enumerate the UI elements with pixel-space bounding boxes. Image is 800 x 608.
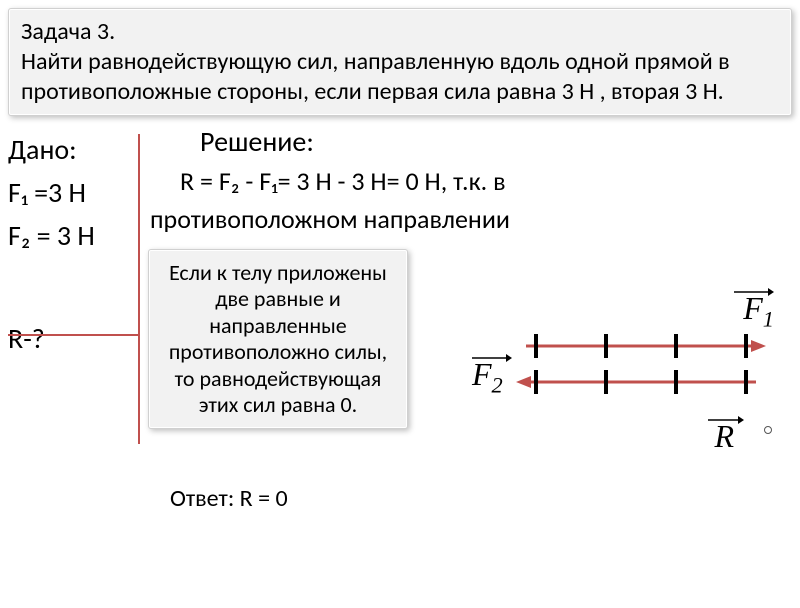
f1-vector-icon [516, 326, 766, 366]
content-area: Дано: F₁ =3 Н F₂ = 3 Н R-? Решение: R = … [0, 124, 800, 132]
problem-title: Задача 3. [21, 17, 779, 47]
f2-label: F2 [472, 356, 503, 398]
problem-text: Найти равнодействующую сил, направленную… [21, 47, 779, 107]
r-label: R [714, 418, 734, 455]
solution-block: Решение: R = F₂ - F₁= 3 Н - 3 Н= 0 Н, т.… [150, 124, 790, 235]
solution-eq-line1: R = F₂ - F₁= 3 Н - 3 Н= 0 Н, т.к. в [150, 165, 790, 197]
given-f2: F₂ = 3 Н [8, 218, 138, 253]
problem-statement-box: Задача 3. Найти равнодействующую сил, на… [8, 8, 792, 116]
given-question: R-? [8, 321, 138, 356]
info-callout-box: Если к телу приложены две равные и напра… [148, 249, 408, 429]
solution-header: Решение: [150, 124, 790, 159]
horizontal-divider [8, 334, 138, 336]
given-f1: F₁ =3 Н [8, 175, 138, 210]
info-callout-text: Если к телу приложены две равные и напра… [169, 259, 387, 418]
given-header: Дано: [8, 132, 138, 167]
answer-text: Ответ: R = 0 [170, 484, 288, 513]
vertical-divider [138, 134, 140, 444]
given-block: Дано: F₁ =3 Н F₂ = 3 Н R-? [8, 124, 138, 364]
f2-vector-icon [516, 362, 766, 402]
solution-eq-line2: противоположном направлении [150, 203, 790, 235]
r-point-icon [764, 426, 772, 434]
force-diagram: F1 F2 R [464, 284, 784, 484]
